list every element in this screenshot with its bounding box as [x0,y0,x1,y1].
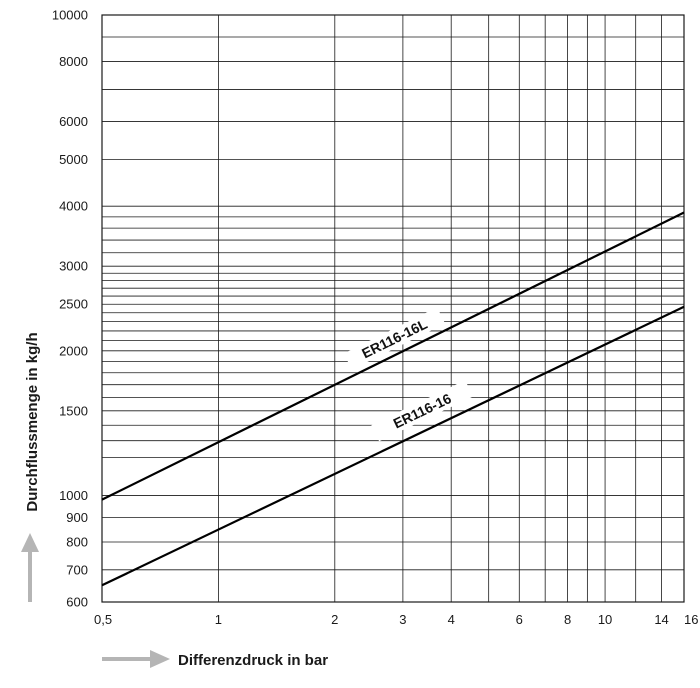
y-tick-label: 8000 [59,54,88,69]
x-tick-label: 0,5 [94,612,112,627]
x-tick-label: 3 [399,612,406,627]
y-tick-label: 800 [66,534,88,549]
x-tick-labels: 0,5 1 2 3 4 6 8 10 14 16 [94,612,698,627]
x-tick-label: 4 [448,612,455,627]
x-tick-label: 8 [564,612,571,627]
x-tick-label: 10 [598,612,612,627]
series-line [101,211,685,501]
x-tick-label: 1 [215,612,222,627]
series-label-background [343,307,446,370]
y-tick-label: 10000 [52,8,88,23]
vertical-gridlines [101,15,685,602]
horizontal-gridlines [102,14,684,603]
y-tick-label: 1000 [59,488,88,503]
y-axis-title: Durchflussmenge in kg/h [24,332,41,511]
y-tick-label: 6000 [59,114,88,129]
y-tick-label: 3000 [59,259,88,274]
y-tick-labels: 600 700 800 900 1000 1500 2000 2500 3000 4000 5000… [52,8,88,610]
y-tick-label: 2000 [59,343,88,358]
y-tick-label: 1500 [59,403,88,418]
y-tick-label: 5000 [59,152,88,167]
x-tick-label: 16 [684,612,698,627]
y-tick-label: 2500 [59,297,88,312]
y-tick-label: 900 [66,510,88,525]
y-tick-label: 4000 [59,199,88,214]
x-tick-label: 14 [654,612,668,627]
y-tick-label: 700 [66,562,88,577]
series-line [101,305,685,587]
y-tick-label: 600 [66,595,88,610]
plot-frame [101,14,685,603]
x-tick-label: 6 [516,612,523,627]
x-axis-arrow [102,650,170,668]
y-axis-arrow [21,533,39,602]
series-lines [101,211,685,587]
series-label-background [371,380,473,442]
x-tick-label: 2 [331,612,338,627]
x-axis-title: Differenzdruck in bar [178,652,328,669]
